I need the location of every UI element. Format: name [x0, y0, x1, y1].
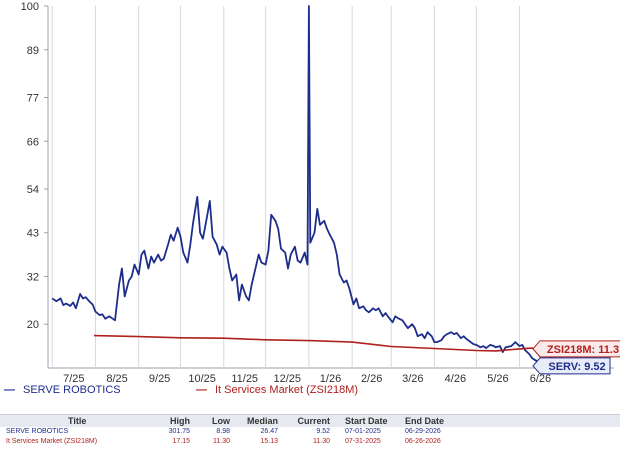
x-tick-label: 7/25: [63, 373, 84, 382]
row-start-date: 07-31-2025: [345, 438, 381, 445]
header-end-date: End Date: [405, 416, 445, 426]
x-tick-label: 12/25: [273, 373, 301, 382]
header-low: Low: [212, 416, 230, 426]
x-tick-label: 10/25: [188, 373, 216, 382]
end-tag-zsi: ZSI218M: 11.3: [532, 340, 620, 358]
end-tag-label: SERV: 9.52: [548, 361, 605, 373]
series-layer: [51, 5, 559, 367]
end-tag-box: [532, 340, 620, 358]
end-tag-layer: ZSI218M: 11.3 SERV: 9.52: [532, 340, 620, 375]
legend-item-it-services-market[interactable]: — It Services Market (ZSI218M): [196, 384, 358, 396]
x-tick-label: 9/25: [149, 373, 170, 382]
y-axis: 20 32 43 54 66 77 89 100: [21, 1, 48, 331]
row-end-date: 06-29-2026: [405, 428, 441, 435]
series-line-serve-robotics: [51, 5, 559, 367]
y-tick-label: 77: [27, 92, 39, 104]
y-tick-label: 43: [27, 228, 39, 240]
row-current: 11.30: [313, 438, 330, 445]
y-tick-label: 66: [27, 136, 39, 148]
x-tick-label: 11/25: [231, 373, 258, 382]
y-tick-label: 89: [27, 45, 39, 57]
row-high: 17.15: [172, 438, 190, 445]
x-tick-label: 2/26: [361, 373, 382, 382]
row-low: 11.30: [213, 438, 230, 445]
legend-item-serve-robotics[interactable]: — SERVE ROBOTICS: [4, 384, 121, 396]
x-tick-label: 6/26: [530, 373, 551, 382]
x-tick-label: 4/26: [445, 373, 466, 382]
legend-label-zsi: It Services Market (ZSI218M): [215, 384, 359, 396]
x-tick-label: 8/25: [106, 373, 127, 382]
row-title: SERVE ROBOTICS: [6, 428, 69, 435]
stats-table: Title High Low Median Current Start Date…: [0, 414, 620, 447]
y-tick-label: 20: [27, 319, 39, 331]
row-end-date: 06-26-2026: [405, 438, 441, 445]
end-tag-box: [532, 357, 611, 375]
header-high: High: [170, 416, 190, 426]
table-row: SERVE ROBOTICS 301.75 8.98 26.47 9.52 07…: [0, 427, 620, 437]
legend-label-serve: SERVE ROBOTICS: [23, 384, 121, 396]
row-high: 301.75: [168, 428, 190, 435]
row-median: 15.13: [260, 438, 278, 445]
y-tick-label: 54: [27, 184, 39, 196]
table-row: It Services Market (ZSI218M) 17.15 11.30…: [0, 437, 620, 447]
x-tick-label: 5/26: [487, 373, 508, 382]
row-start-date: 07-01-2025: [345, 428, 381, 435]
series-line-it-services-market: [93, 334, 555, 360]
row-median: 26.47: [260, 428, 278, 435]
end-tag-serve: SERV: 9.52: [532, 357, 611, 375]
x-axis: 7/25 8/25 9/25 10/25 11/25 12/25 1/26 2/26 3/26 4…: [63, 373, 551, 382]
y-tick-label: 32: [27, 272, 39, 284]
row-current: 9.52: [316, 428, 330, 435]
y-tick-label: 100: [21, 1, 39, 13]
stats-header-row: Title High Low Median Current Start Date…: [0, 414, 620, 427]
legend-swatch-serve: —: [4, 384, 15, 396]
legend: — SERVE ROBOTICS — It Services Market (ZSI…: [0, 382, 620, 398]
row-low: 8.98: [216, 428, 230, 435]
header-median: Median: [246, 416, 278, 426]
header-start-date: Start Date: [345, 416, 388, 426]
row-title: It Services Market (ZSI218M): [6, 438, 98, 445]
legend-swatch-zsi: —: [196, 384, 207, 396]
x-tick-label: 1/26: [320, 373, 341, 382]
x-tick-label: 3/26: [402, 373, 423, 382]
end-tag-label: ZSI218M: 11.3: [547, 344, 619, 356]
header-current: Current: [297, 416, 330, 426]
line-chart: 20 32 43 54 66 77 89 100 7/25 8/25 9/25 10/25 11/25…: [20, 1, 620, 382]
header-title: Title: [68, 416, 87, 426]
